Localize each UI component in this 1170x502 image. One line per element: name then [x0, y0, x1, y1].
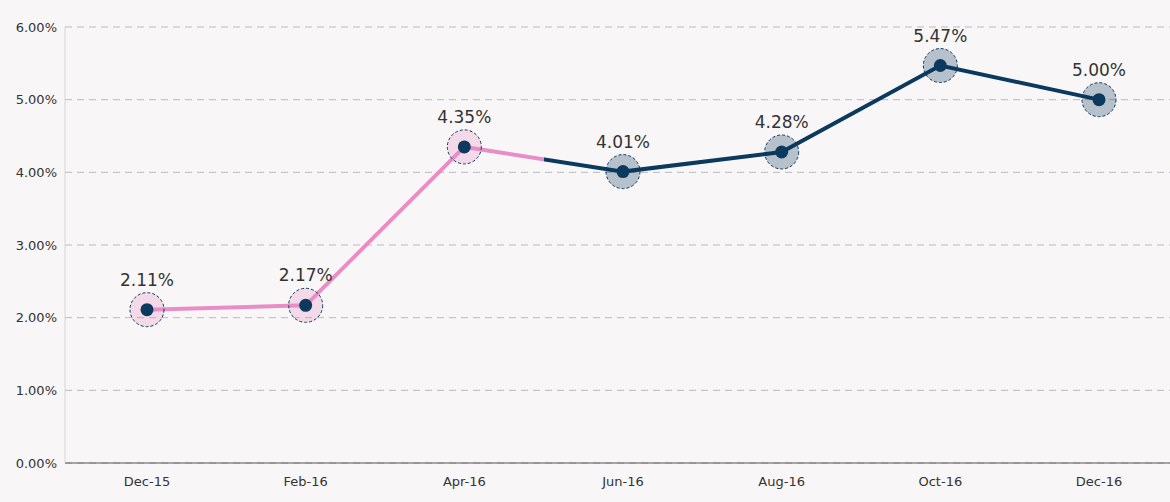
svg-text:5.00%: 5.00% — [16, 92, 57, 107]
svg-text:5.47%: 5.47% — [913, 26, 967, 46]
svg-text:3.00%: 3.00% — [16, 238, 57, 253]
svg-text:Jun-16: Jun-16 — [601, 474, 644, 489]
svg-text:5.00%: 5.00% — [1072, 60, 1126, 80]
svg-text:4.00%: 4.00% — [16, 165, 57, 180]
svg-text:2.00%: 2.00% — [16, 310, 57, 325]
svg-text:Feb-16: Feb-16 — [284, 474, 328, 489]
svg-text:4.35%: 4.35% — [437, 107, 491, 127]
svg-text:2.17%: 2.17% — [279, 265, 333, 285]
svg-text:Dec-15: Dec-15 — [124, 474, 170, 489]
svg-text:2.11%: 2.11% — [120, 270, 174, 290]
svg-text:1.00%: 1.00% — [16, 383, 57, 398]
svg-text:4.28%: 4.28% — [755, 112, 809, 132]
svg-text:Apr-16: Apr-16 — [443, 474, 486, 489]
svg-text:0.00%: 0.00% — [16, 456, 57, 471]
svg-text:Oct-16: Oct-16 — [918, 474, 962, 489]
svg-text:4.01%: 4.01% — [596, 132, 650, 152]
svg-text:Dec-16: Dec-16 — [1076, 474, 1122, 489]
svg-text:6.00%: 6.00% — [16, 20, 57, 35]
svg-text:Aug-16: Aug-16 — [758, 474, 805, 489]
